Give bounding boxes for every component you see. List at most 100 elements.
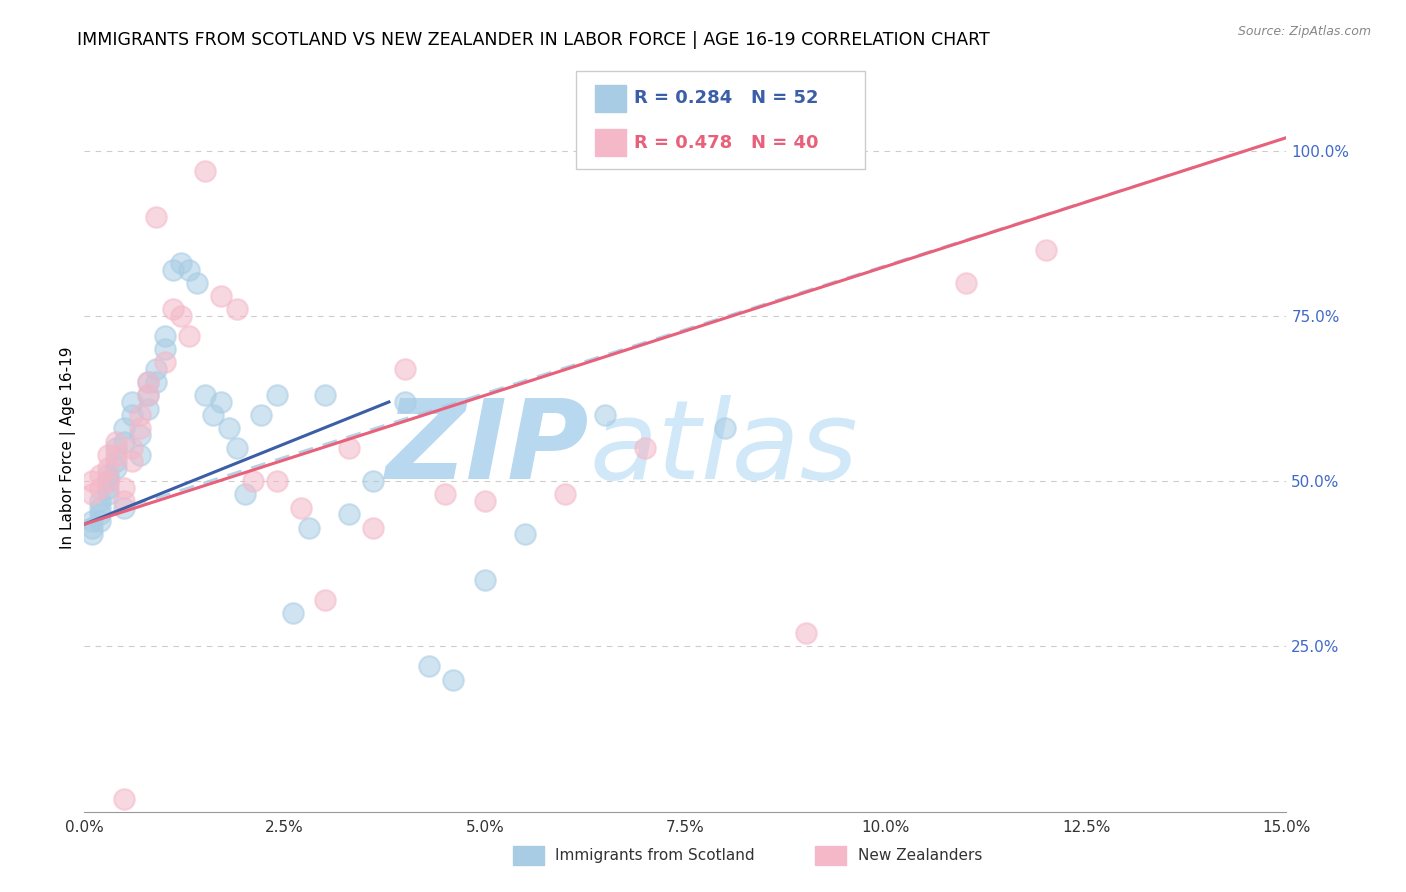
Text: Immigrants from Scotland: Immigrants from Scotland xyxy=(555,848,755,863)
Point xyxy=(281,607,304,621)
Point xyxy=(105,448,128,462)
Point xyxy=(290,500,312,515)
Point xyxy=(82,514,104,528)
Point xyxy=(105,454,128,468)
Point xyxy=(474,494,496,508)
Point xyxy=(97,475,120,489)
Text: New Zealanders: New Zealanders xyxy=(858,848,981,863)
Point xyxy=(434,487,457,501)
Point xyxy=(89,481,111,495)
Point xyxy=(89,508,111,522)
Point xyxy=(105,461,128,475)
Point xyxy=(129,408,152,422)
Point xyxy=(153,329,176,343)
Point xyxy=(138,388,160,402)
Point xyxy=(105,434,128,449)
Point xyxy=(169,256,191,270)
Point xyxy=(114,500,135,515)
Point xyxy=(138,401,160,416)
Point xyxy=(266,388,288,402)
Point xyxy=(194,163,217,178)
Point xyxy=(441,673,464,687)
Point xyxy=(97,487,120,501)
Point xyxy=(114,791,135,805)
Point xyxy=(394,362,416,376)
Point xyxy=(145,362,167,376)
Point xyxy=(266,475,288,489)
Point xyxy=(218,421,240,435)
Point xyxy=(97,475,120,489)
Text: R = 0.478   N = 40: R = 0.478 N = 40 xyxy=(634,134,818,152)
Point xyxy=(298,520,321,534)
Point xyxy=(114,494,135,508)
Point xyxy=(145,210,167,224)
Point xyxy=(121,408,143,422)
Point xyxy=(114,421,135,435)
Point xyxy=(595,408,617,422)
Point xyxy=(97,481,120,495)
Point xyxy=(515,527,537,541)
Point xyxy=(82,520,104,534)
Point xyxy=(177,262,200,277)
Y-axis label: In Labor Force | Age 16-19: In Labor Force | Age 16-19 xyxy=(60,347,76,549)
Point xyxy=(361,475,384,489)
Point xyxy=(89,514,111,528)
Point xyxy=(474,574,496,588)
Point xyxy=(209,289,232,303)
Point xyxy=(114,481,135,495)
Point xyxy=(394,395,416,409)
Point xyxy=(714,421,737,435)
Point xyxy=(138,375,160,389)
Point xyxy=(138,388,160,402)
Point xyxy=(225,302,247,317)
Point xyxy=(177,329,200,343)
Text: IMMIGRANTS FROM SCOTLAND VS NEW ZEALANDER IN LABOR FORCE | AGE 16-19 CORRELATION: IMMIGRANTS FROM SCOTLAND VS NEW ZEALANDE… xyxy=(77,31,990,49)
Point xyxy=(153,342,176,356)
Point xyxy=(225,442,247,455)
Point xyxy=(337,442,360,455)
Point xyxy=(145,375,167,389)
Point xyxy=(634,442,657,455)
Point xyxy=(121,454,143,468)
Point xyxy=(242,475,264,489)
Point xyxy=(249,408,271,422)
Point xyxy=(89,467,111,482)
Point xyxy=(955,276,977,290)
Point xyxy=(129,448,152,462)
Point xyxy=(138,375,160,389)
Point xyxy=(89,500,111,515)
Point xyxy=(129,428,152,442)
Point xyxy=(97,461,120,475)
Point xyxy=(82,487,104,501)
Point xyxy=(201,408,224,422)
Point xyxy=(554,487,576,501)
Point xyxy=(794,626,817,640)
Point xyxy=(97,467,120,482)
Point xyxy=(162,302,184,317)
Point xyxy=(114,434,135,449)
Point xyxy=(337,508,360,522)
Point xyxy=(361,520,384,534)
Point xyxy=(82,527,104,541)
Point xyxy=(121,395,143,409)
Text: ZIP: ZIP xyxy=(385,395,589,501)
Point xyxy=(89,494,111,508)
Point xyxy=(233,487,256,501)
Point xyxy=(314,593,336,607)
Point xyxy=(82,475,104,489)
Point xyxy=(153,355,176,369)
Text: atlas: atlas xyxy=(589,395,858,501)
Point xyxy=(186,276,208,290)
Point xyxy=(129,421,152,435)
Point xyxy=(1035,243,1057,257)
Text: Source: ZipAtlas.com: Source: ZipAtlas.com xyxy=(1237,25,1371,37)
Point xyxy=(105,442,128,455)
Point xyxy=(121,442,143,455)
Point xyxy=(162,262,184,277)
Point xyxy=(314,388,336,402)
Point xyxy=(97,448,120,462)
Point xyxy=(209,395,232,409)
Text: R = 0.284   N = 52: R = 0.284 N = 52 xyxy=(634,89,818,107)
Point xyxy=(418,659,440,673)
Point xyxy=(169,309,191,323)
